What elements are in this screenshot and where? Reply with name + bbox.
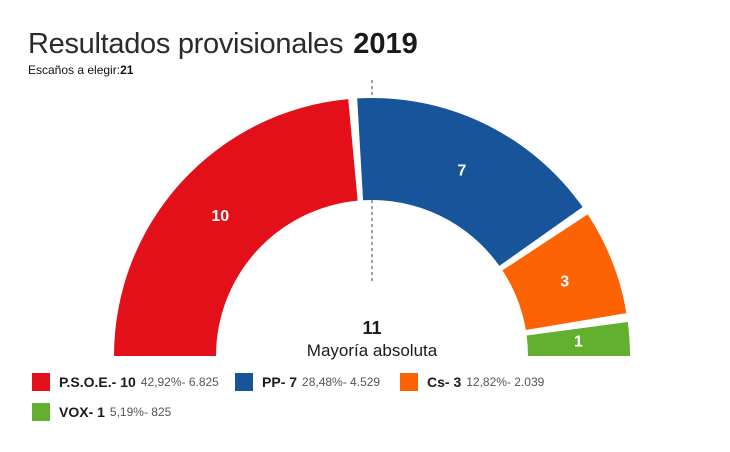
legend-swatch-psoe	[32, 373, 50, 391]
legend-stats-vox: 5,19%- 825	[109, 405, 172, 419]
legend-stats-pp: 28,48%- 4.529	[302, 375, 381, 389]
legend-item-psoe: P.S.O.E.- 10 42,92%- 6.825	[32, 373, 219, 391]
seats-to-elect: Escaños a elegir:21	[28, 63, 133, 77]
legend-party-psoe: P.S.O.E.- 10	[59, 374, 136, 390]
chart-title: Resultados provisionales 2019	[28, 28, 418, 61]
seats-to-elect-value: 21	[120, 63, 134, 77]
majority-value: 11	[362, 318, 382, 338]
title-year: 2019	[353, 28, 418, 60]
seats-to-elect-label: Escaños a elegir:	[28, 63, 121, 77]
legend-item-vox: VOX- 1 5,19%- 825	[32, 403, 171, 421]
legend-stats-psoe: 42,92%- 6.825	[140, 375, 219, 389]
legend-stats-cs: 12,82%- 2.039	[466, 375, 545, 389]
seat-labels: 10 7 3 1	[211, 162, 583, 350]
legend-swatch-cs	[400, 373, 418, 391]
seat-arc-pp	[357, 98, 583, 266]
majority-label: Mayoría absoluta	[306, 341, 438, 360]
legend-swatch-pp	[235, 373, 253, 391]
legend-item-cs: Cs- 3 12,82%- 2.039	[400, 373, 544, 391]
seat-label-vox: 1	[574, 334, 583, 351]
title-text: Resultados provisionales	[28, 28, 344, 60]
seat-label-cs: 3	[560, 273, 569, 290]
seat-arc-vox	[526, 322, 630, 356]
legend-party-pp: PP- 7	[262, 374, 298, 390]
legend-party-vox: VOX- 1	[59, 404, 105, 420]
seat-arc-psoe	[114, 99, 358, 356]
seat-arcs	[114, 98, 630, 356]
legend-item-pp: PP- 7 28,48%- 4.529	[235, 373, 380, 391]
seat-arc-cs	[502, 214, 627, 331]
legend-swatch-vox	[32, 403, 50, 421]
seat-label-pp: 7	[457, 162, 466, 179]
seat-label-psoe: 10	[211, 208, 229, 225]
legend-party-cs: Cs- 3	[427, 374, 462, 390]
